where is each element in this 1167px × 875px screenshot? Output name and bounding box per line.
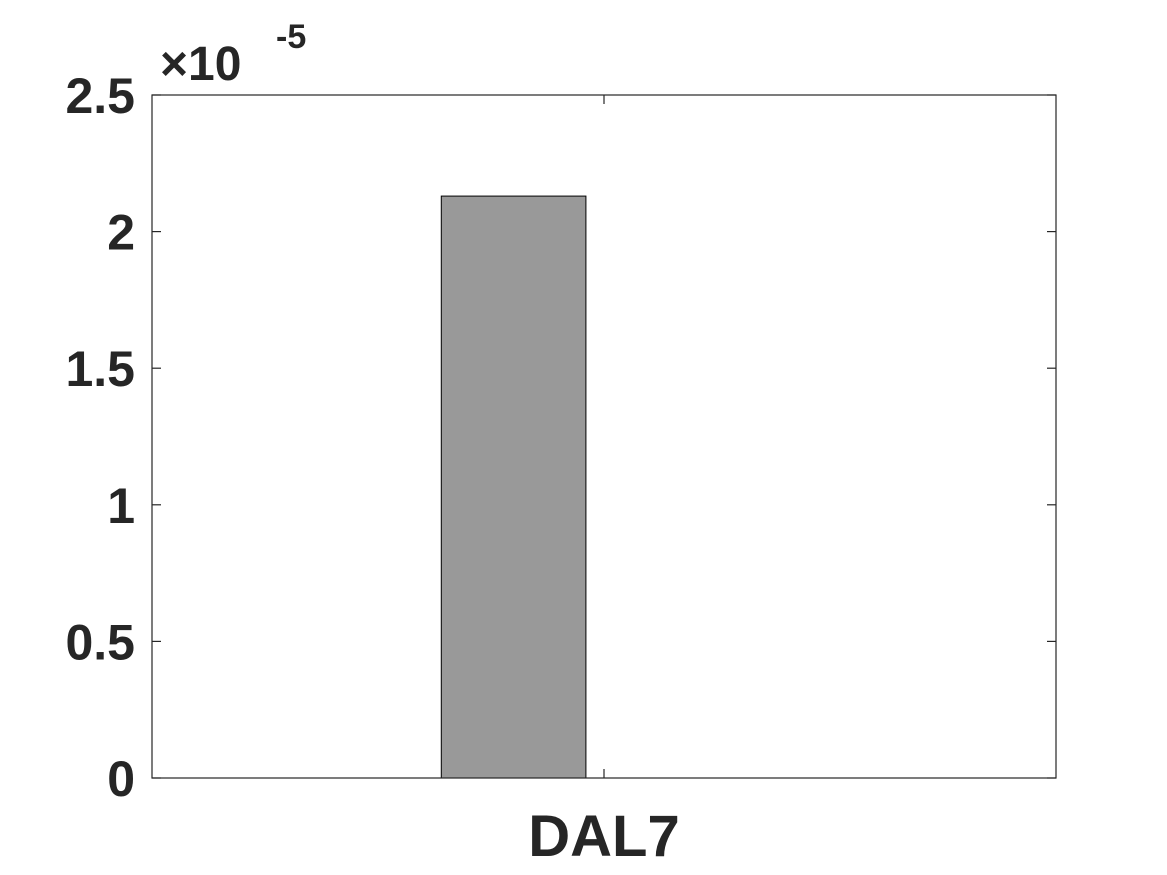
y-axis-ticks: 0 0.5 1 1.5 2 2.5 — [65, 68, 1056, 807]
y-tick-label: 0.5 — [65, 614, 135, 670]
y-tick-label: 0 — [107, 751, 135, 807]
x-tick-label: DAL7 — [528, 804, 679, 869]
bars — [440, 195, 587, 779]
y-tick-label: 1 — [107, 478, 135, 534]
axes-box — [151, 94, 1057, 779]
bar — [440, 195, 587, 779]
y-axis-exponent: ×10 -5 — [160, 18, 306, 91]
y-tick-label: 1.5 — [65, 341, 135, 397]
exponent-base: ×10 — [160, 38, 241, 91]
y-tick-label: 2 — [107, 205, 135, 261]
y-tick-label: 2.5 — [65, 68, 135, 124]
x-axis-ticks: DAL7 — [528, 95, 680, 869]
exponent-power: -5 — [276, 18, 306, 56]
